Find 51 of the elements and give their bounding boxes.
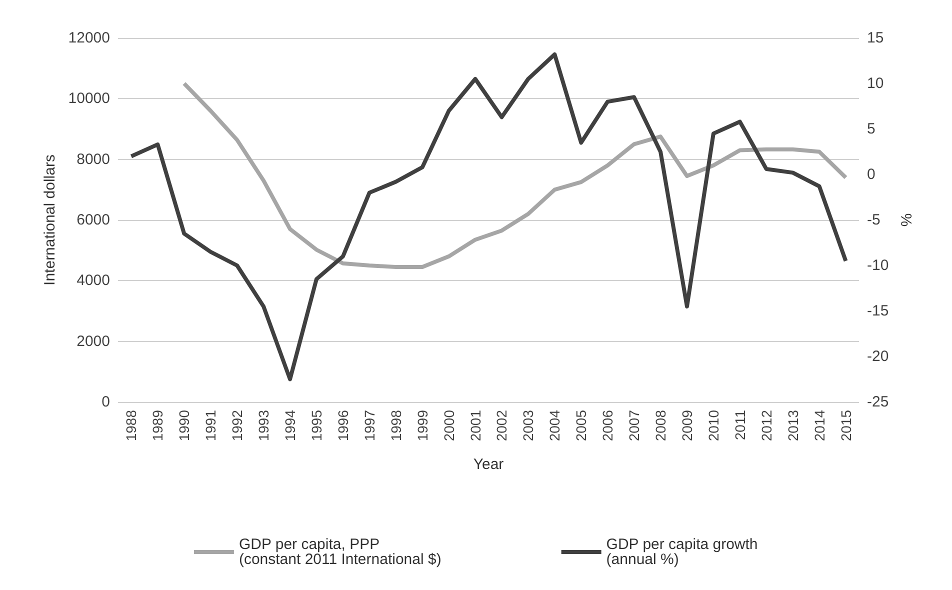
x-tick-label: 1989 bbox=[150, 410, 166, 442]
y2-tick-label: 5 bbox=[867, 120, 876, 138]
x-tick-label: 2014 bbox=[811, 410, 828, 442]
y2-tick-label: 10 bbox=[867, 75, 884, 92]
y2-tick-label: 0 bbox=[867, 166, 876, 183]
y2-axis-title: % bbox=[898, 213, 916, 227]
x-tick-label: 1994 bbox=[282, 410, 298, 442]
legend-label: GDP per capita, PPP (constant 2011 International $) bbox=[238, 536, 442, 568]
y2-tick-label: -15 bbox=[867, 302, 889, 320]
x-tick-label: 1995 bbox=[308, 410, 324, 442]
y2-tick-label: -20 bbox=[867, 348, 889, 365]
x-tick-label: 1996 bbox=[334, 410, 351, 442]
x-tick-label: 1997 bbox=[361, 410, 378, 442]
x-tick-label: 2005 bbox=[573, 410, 590, 442]
y2-tick-label: -5 bbox=[867, 212, 880, 228]
line-series bbox=[129, 52, 848, 382]
x-tick-label: 1992 bbox=[229, 410, 246, 442]
x-tick-label: 2008 bbox=[652, 410, 669, 442]
x-tick-label: 2009 bbox=[678, 410, 695, 442]
x-tick-label: 1993 bbox=[256, 410, 272, 442]
x-tick-label: 2002 bbox=[494, 410, 510, 442]
x-tick-label: 2015 bbox=[838, 410, 854, 442]
x-tick-label: 1991 bbox=[202, 410, 219, 442]
x-axis-title: Year bbox=[473, 456, 504, 473]
x-tick-label: 2013 bbox=[784, 410, 801, 442]
x-tick-label: 2001 bbox=[467, 410, 484, 442]
x-tick-label: 2006 bbox=[600, 410, 616, 442]
y-tick-label: 4000 bbox=[76, 272, 110, 290]
x-tick-label: 2000 bbox=[440, 410, 457, 442]
y2-tick-label: -10 bbox=[867, 257, 889, 274]
x-tick-label: 1998 bbox=[388, 410, 404, 442]
y-tick-label: 2000 bbox=[76, 332, 110, 350]
x-tick-label: 1999 bbox=[414, 410, 430, 442]
x-tick-label: 2012 bbox=[758, 410, 774, 442]
y-tick-label: 10000 bbox=[68, 90, 110, 108]
line-series bbox=[182, 82, 848, 270]
y-axis-title: International dollars bbox=[41, 154, 58, 286]
x-tick-label: 2003 bbox=[520, 410, 536, 442]
legend-label: GDP per capita growth (annual %) bbox=[606, 536, 758, 568]
y-tick-label: 12000 bbox=[68, 30, 110, 46]
y-tick-label: 6000 bbox=[76, 212, 110, 228]
y-tick-label: 0 bbox=[102, 394, 110, 410]
y-tick-label: 8000 bbox=[76, 150, 110, 168]
x-tick-label: 2007 bbox=[626, 410, 642, 442]
x-tick-label: 2010 bbox=[705, 410, 722, 442]
x-tick-label: 1990 bbox=[176, 410, 192, 442]
x-tick-label: 2011 bbox=[732, 410, 748, 440]
y2-tick-label: -25 bbox=[867, 394, 889, 410]
x-tick-label: 1988 bbox=[123, 410, 140, 442]
y2-tick-label: 15 bbox=[867, 30, 884, 46]
x-tick-label: 2004 bbox=[546, 410, 563, 442]
